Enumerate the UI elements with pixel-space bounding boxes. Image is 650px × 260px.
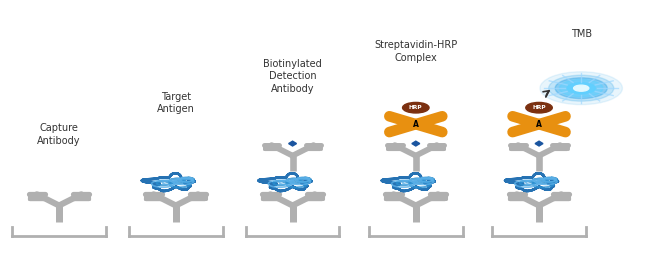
Circle shape — [549, 75, 614, 101]
Circle shape — [555, 78, 607, 99]
Text: A: A — [536, 120, 542, 129]
Circle shape — [560, 80, 603, 97]
Text: HRP: HRP — [532, 105, 546, 110]
Polygon shape — [412, 141, 420, 146]
Text: TMB: TMB — [571, 29, 592, 40]
Circle shape — [540, 72, 623, 105]
Text: Capture
Antibody: Capture Antibody — [37, 123, 81, 146]
Polygon shape — [289, 141, 296, 146]
Circle shape — [567, 83, 595, 94]
Circle shape — [402, 102, 429, 113]
Text: Target
Antigen: Target Antigen — [157, 92, 195, 114]
Circle shape — [573, 85, 589, 91]
Text: Streptavidin-HRP
Complex: Streptavidin-HRP Complex — [374, 40, 458, 63]
Text: HRP: HRP — [409, 105, 423, 110]
Text: Biotinylated
Detection
Antibody: Biotinylated Detection Antibody — [263, 59, 322, 94]
Polygon shape — [535, 141, 543, 146]
Text: A: A — [413, 120, 419, 129]
Circle shape — [526, 102, 552, 113]
